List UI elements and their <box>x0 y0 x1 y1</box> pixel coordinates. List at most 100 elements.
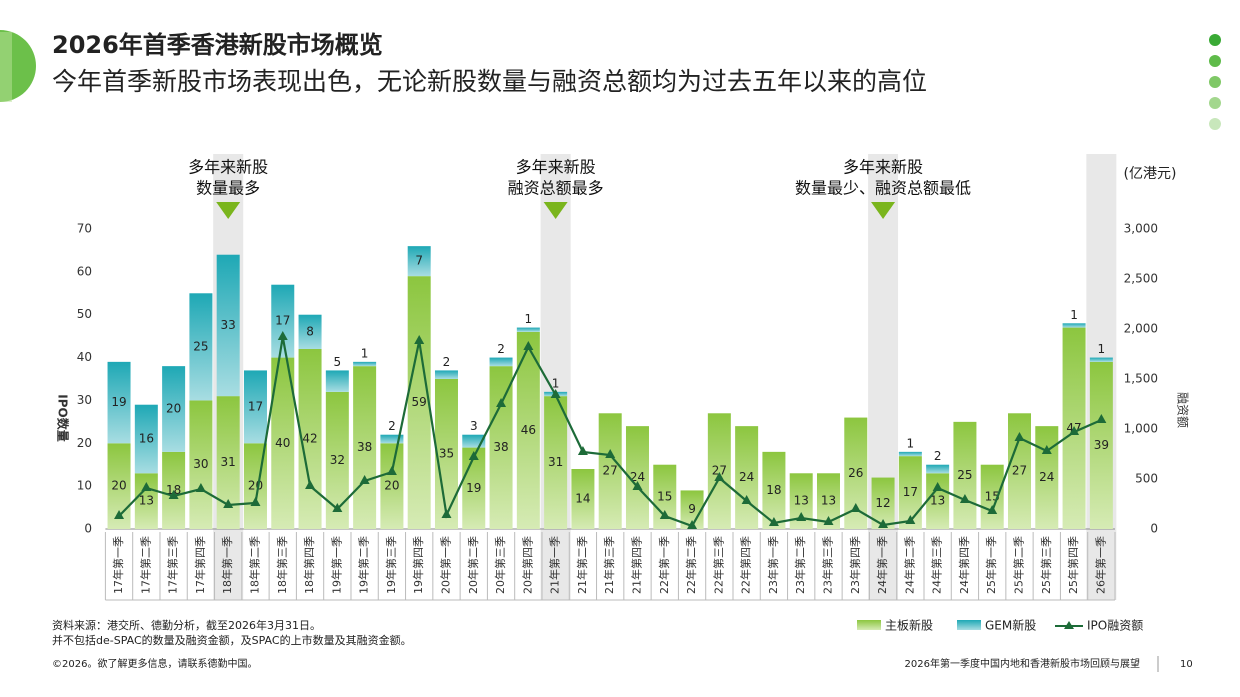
y-tick-label: 20 <box>77 436 92 450</box>
gem-bar <box>271 284 295 358</box>
y-tick-label: 70 <box>77 222 92 236</box>
legend-swatch <box>957 620 981 630</box>
value-label: 27 <box>603 464 618 478</box>
x-tick-label: 19年第一季 <box>329 536 343 594</box>
highlight-column <box>868 154 899 600</box>
value-label: 9 <box>688 502 696 516</box>
value-label: 16 <box>139 432 154 446</box>
main-board-bar <box>871 477 895 529</box>
annotation: 多年来新股 <box>843 158 923 177</box>
x-tick-label: 17年第二季 <box>138 536 152 594</box>
funds-marker <box>305 480 316 489</box>
funds-marker <box>1014 432 1025 441</box>
funds-marker <box>468 451 479 460</box>
x-tick-label: 25年第三季 <box>1039 536 1053 594</box>
y2-tick-label: 2,500 <box>1124 272 1158 286</box>
main-board-bar <box>107 443 131 529</box>
value-label: 26 <box>848 466 863 480</box>
main-board-bar <box>844 417 868 529</box>
main-board-bar <box>516 331 540 529</box>
funds-marker <box>550 389 561 398</box>
value-label: 1 <box>552 376 560 390</box>
x-tick-label: 19年第二季 <box>357 536 371 594</box>
value-label: 24 <box>1039 470 1054 484</box>
copyright: ©2026。欲了解更多信息，请联系德勤中国。 <box>52 657 257 670</box>
y-tick-label: 0 <box>84 522 92 536</box>
source: 并不包括de-SPAC的数量及融资金额，及SPAC的上市数量及其融资金额。 <box>52 633 412 647</box>
funds-marker <box>659 510 670 519</box>
page-number: 10 <box>1180 659 1193 670</box>
x-tick-label: 24年第二季 <box>902 536 916 594</box>
main-board-bar <box>298 349 322 529</box>
main-board-bar <box>653 464 677 529</box>
funds-marker <box>577 446 588 455</box>
gem-bar <box>516 327 540 332</box>
main-board-bar <box>680 490 704 529</box>
value-label: 40 <box>275 436 290 450</box>
x-tick-label: 20年第四季 <box>520 536 534 594</box>
x-tick-label: 17年第四季 <box>193 536 207 594</box>
x-tick-label: 21年第二季 <box>575 536 589 594</box>
x-tick-label: 18年第二季 <box>247 536 261 594</box>
value-label: 17 <box>275 314 290 328</box>
legend-label: GEM新股 <box>985 618 1036 633</box>
x-tick-label: 19年第四季 <box>411 536 425 594</box>
x-tick-label: 25年第四季 <box>1066 536 1080 594</box>
title: 2026年首季香港新股市场概览 <box>52 31 383 59</box>
x-tick-label: 26年第一季 <box>1093 536 1107 594</box>
gem-bar <box>325 370 349 392</box>
annotation-arrow <box>216 202 241 219</box>
source: 资料来源：港交所、德勤分析，截至2026年3月31日。 <box>52 618 321 632</box>
funds-marker <box>768 517 779 526</box>
y-tick-label: 60 <box>77 264 92 278</box>
gem-bar <box>189 293 213 401</box>
funds-marker <box>523 341 534 350</box>
x-tick-label: 17年第三季 <box>166 536 180 594</box>
value-label: 31 <box>221 455 236 469</box>
x-tick-label: 21年第一季 <box>548 536 562 594</box>
main-board-bar <box>762 451 786 529</box>
value-label: 30 <box>193 457 208 471</box>
value-label: 59 <box>412 395 427 409</box>
gem-bar <box>489 357 513 367</box>
main-board-bar <box>789 473 813 529</box>
value-label: 13 <box>794 494 809 508</box>
y-tick-label: 10 <box>77 479 92 493</box>
x-tick-label: 23年第二季 <box>793 536 807 594</box>
funds-marker <box>168 490 179 499</box>
value-label: 14 <box>575 492 590 506</box>
funds-marker <box>632 481 643 490</box>
value-label: 20 <box>248 479 263 493</box>
value-label: 46 <box>521 423 536 437</box>
value-label: 12 <box>875 496 890 510</box>
x-tick-label: 22年第一季 <box>657 536 671 594</box>
gem-bar <box>380 434 404 444</box>
report-name: 2026年第一季度中国内地和香港新股市场回顾与展望 <box>905 657 1140 670</box>
value-label: 25 <box>957 468 972 482</box>
value-label: 2 <box>443 355 451 369</box>
value-label: 1 <box>1098 342 1106 356</box>
value-label: 2 <box>388 419 396 433</box>
value-label: 13 <box>139 494 154 508</box>
subtitle: 今年首季新股市场表现出色，无论新股数量与融资总额均为过去五年以来的高位 <box>52 67 927 96</box>
x-tick-label: 17年第一季 <box>111 536 125 594</box>
main-board-bar <box>816 473 840 529</box>
funds-marker <box>414 335 425 344</box>
value-label: 8 <box>306 324 314 338</box>
value-label: 20 <box>111 479 126 493</box>
main-board-bar <box>598 413 622 529</box>
gem-bar <box>926 464 950 474</box>
funds-marker <box>605 449 616 458</box>
y-tick-label: 30 <box>77 393 92 407</box>
gem-bar <box>216 254 240 397</box>
value-label: 18 <box>166 483 181 497</box>
value-label: 1 <box>1070 308 1078 322</box>
value-label: 1 <box>907 436 915 450</box>
value-label: 5 <box>334 355 342 369</box>
x-tick-label: 19年第三季 <box>384 536 398 594</box>
x-tick-label: 22年第三季 <box>711 536 725 594</box>
main-board-bar <box>625 426 649 529</box>
main-board-bar <box>1007 413 1031 529</box>
funds-marker <box>714 472 725 481</box>
